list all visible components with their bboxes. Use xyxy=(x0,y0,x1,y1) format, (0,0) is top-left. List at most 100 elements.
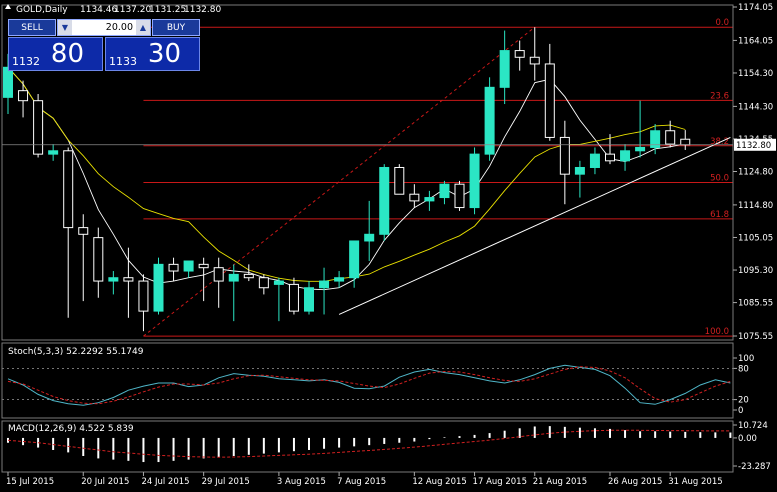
time-label: 12 Aug 2015 xyxy=(412,477,466,487)
buy-price-big: 30 xyxy=(147,39,181,69)
candle-body xyxy=(469,153,480,209)
candle xyxy=(243,264,254,282)
candle xyxy=(183,260,194,278)
lot-size-box: ▼ ▲ xyxy=(57,19,151,36)
candle-body xyxy=(650,130,661,148)
candle-body xyxy=(288,283,299,312)
macd-label: MACD(12,26,9) 4.522 5.839 xyxy=(8,424,134,434)
candle xyxy=(123,247,134,318)
one-click-trading-panel: SELL ▼ ▲ BUY 1132 80 1133 30 xyxy=(8,19,200,71)
price-tick-label: 1075.55 xyxy=(738,332,773,342)
candle xyxy=(499,30,510,105)
lot-increase-icon[interactable]: ▲ xyxy=(136,20,150,35)
time-label: 7 Aug 2015 xyxy=(337,477,386,487)
candle xyxy=(153,257,164,315)
sell-price-box[interactable]: 1132 80 xyxy=(8,37,103,71)
trendline[interactable] xyxy=(338,136,731,315)
macd-tick-label: 0.00 xyxy=(738,434,757,444)
candle xyxy=(529,27,540,81)
candle xyxy=(258,274,269,295)
candle xyxy=(168,257,179,282)
trendline-segment xyxy=(338,136,731,315)
candle xyxy=(680,130,691,150)
macd-signal-line xyxy=(7,429,731,458)
candle-body xyxy=(78,227,89,235)
lot-size-input[interactable] xyxy=(73,20,135,35)
macd-tick-label: 10.724 xyxy=(738,421,768,431)
candle xyxy=(78,214,89,302)
candle-body xyxy=(559,136,570,175)
candle-body xyxy=(424,197,435,202)
candle xyxy=(484,77,495,161)
candle-body xyxy=(304,287,314,312)
candle-body xyxy=(454,183,465,209)
stoch-label: Stoch(5,3,3) 52.2292 55.1749 xyxy=(8,347,144,357)
candle-body xyxy=(379,166,390,235)
main-panel-border xyxy=(1,4,734,341)
time-label: 29 Jul 2015 xyxy=(202,477,250,487)
fibonacci-retracement[interactable]: 0.0 23.6 38.2 50.0 61.8 100.0 xyxy=(143,18,733,337)
candle xyxy=(424,190,435,211)
candle-body xyxy=(33,100,44,155)
time-label: 24 Jul 2015 xyxy=(141,477,189,487)
fib-level-label: 38.2 xyxy=(710,137,729,147)
fib-level-label: 23.6 xyxy=(710,91,729,101)
sell-button[interactable]: SELL xyxy=(8,19,56,36)
macd-panel-border xyxy=(1,420,734,473)
candle xyxy=(319,267,330,315)
candle xyxy=(635,100,646,158)
candle xyxy=(379,164,390,241)
time-label: 17 Aug 2015 xyxy=(473,477,527,487)
stoch-tick-label: 20 xyxy=(738,396,749,406)
candle-body xyxy=(138,280,149,312)
price-tick-label: 1095.30 xyxy=(738,266,773,276)
candle-body xyxy=(484,86,495,155)
candle xyxy=(213,257,224,308)
current-price-box xyxy=(734,138,776,151)
macd-tick-label: -23.287 xyxy=(738,462,771,472)
candle-body xyxy=(63,150,74,229)
candle xyxy=(304,281,314,315)
candle-body xyxy=(439,183,450,199)
candle-body xyxy=(48,150,59,155)
high-value: 1137.20 xyxy=(114,5,151,15)
candle xyxy=(574,160,585,198)
candle-body xyxy=(3,66,13,98)
candle-body xyxy=(258,277,269,289)
sell-price-big: 80 xyxy=(50,39,84,69)
candle xyxy=(454,180,465,211)
candle xyxy=(559,120,570,205)
candle-body xyxy=(123,277,134,282)
price-tick-label: 1114.80 xyxy=(738,201,773,211)
candle xyxy=(349,240,360,288)
symbol-label: GOLD,Daily xyxy=(16,5,68,15)
candle-body xyxy=(394,166,405,195)
lot-decrease-icon[interactable]: ▼ xyxy=(58,20,72,35)
candle-body xyxy=(544,63,555,138)
candle xyxy=(138,274,149,332)
candle-body xyxy=(529,56,540,65)
ma-fast-line xyxy=(7,66,686,291)
candle xyxy=(665,120,676,148)
time-label: 3 Aug 2015 xyxy=(277,477,326,487)
stoch-tick-label: 100 xyxy=(738,354,754,364)
candle-body xyxy=(243,273,254,279)
candle xyxy=(469,147,480,215)
candle xyxy=(63,147,74,318)
candle-body xyxy=(409,193,420,202)
buy-button[interactable]: BUY xyxy=(152,19,200,36)
fib-level-label: 0.0 xyxy=(715,18,729,28)
candle-body xyxy=(605,153,615,162)
candle xyxy=(650,124,661,155)
price-tick-label: 1124.80 xyxy=(738,168,773,178)
stoch-signal-line xyxy=(7,366,731,405)
buy-price-box[interactable]: 1133 30 xyxy=(105,37,200,71)
candle-body xyxy=(364,233,375,242)
time-label: 21 Aug 2015 xyxy=(533,477,587,487)
symbol-triangle-icon xyxy=(5,4,11,9)
candle xyxy=(288,277,299,315)
price-tick-label: 1164.05 xyxy=(738,36,773,46)
buy-price-small: 1133 xyxy=(109,55,137,68)
candle-body xyxy=(680,138,691,146)
